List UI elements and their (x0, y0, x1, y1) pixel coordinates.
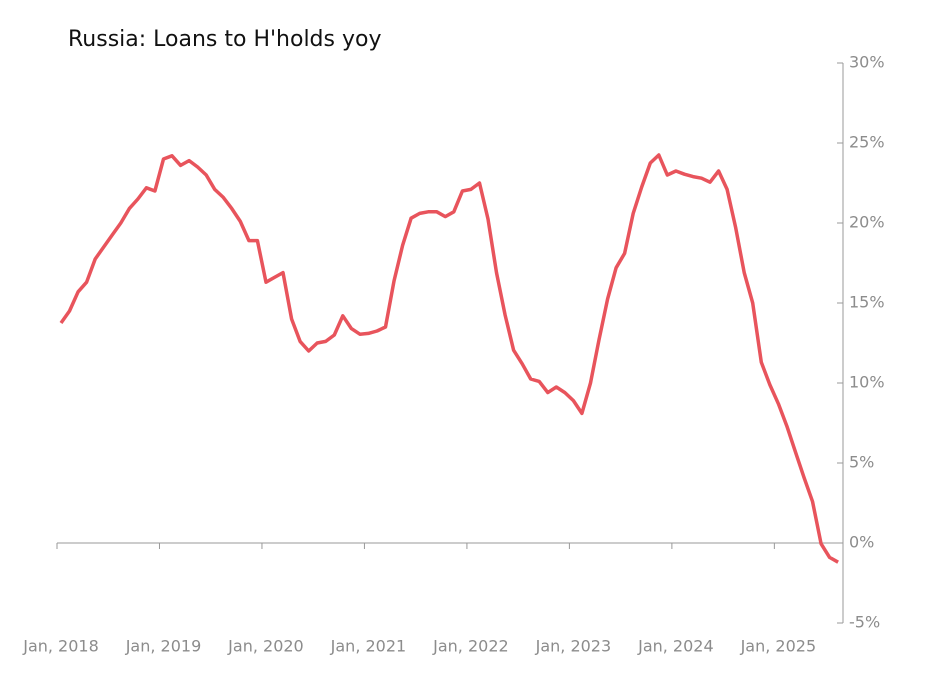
x-tick-label: Jan, 2022 (432, 637, 509, 656)
x-tick-label: Jan, 2018 (22, 637, 99, 656)
x-tick-label: Jan, 2024 (637, 637, 714, 656)
x-tick-label: Jan, 2020 (227, 637, 304, 656)
y-tick-label: -5% (849, 613, 880, 632)
y-tick-label: 30% (849, 53, 885, 72)
x-tick-label: Jan, 2019 (125, 637, 202, 656)
y-tick-label: 10% (849, 373, 885, 392)
x-tick-label: Jan, 2021 (330, 637, 407, 656)
x-tick-label: Jan, 2023 (535, 637, 612, 656)
y-tick-label: 5% (849, 453, 874, 472)
x-tick-label: Jan, 2025 (740, 637, 817, 656)
y-tick-label: 0% (849, 533, 874, 552)
y-tick-label: 25% (849, 133, 885, 152)
y-tick-label: 15% (849, 293, 885, 312)
chart-title: Russia: Loans to H'holds yoy (68, 27, 381, 52)
data-line (59, 153, 839, 564)
y-tick-label: 20% (849, 213, 885, 232)
